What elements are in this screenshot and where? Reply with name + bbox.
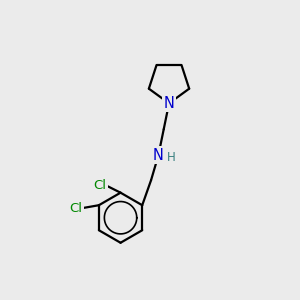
Text: Cl: Cl	[70, 202, 83, 215]
Text: H: H	[167, 151, 175, 164]
Text: N: N	[164, 96, 175, 111]
Text: N: N	[153, 148, 164, 163]
Text: Cl: Cl	[93, 179, 106, 192]
